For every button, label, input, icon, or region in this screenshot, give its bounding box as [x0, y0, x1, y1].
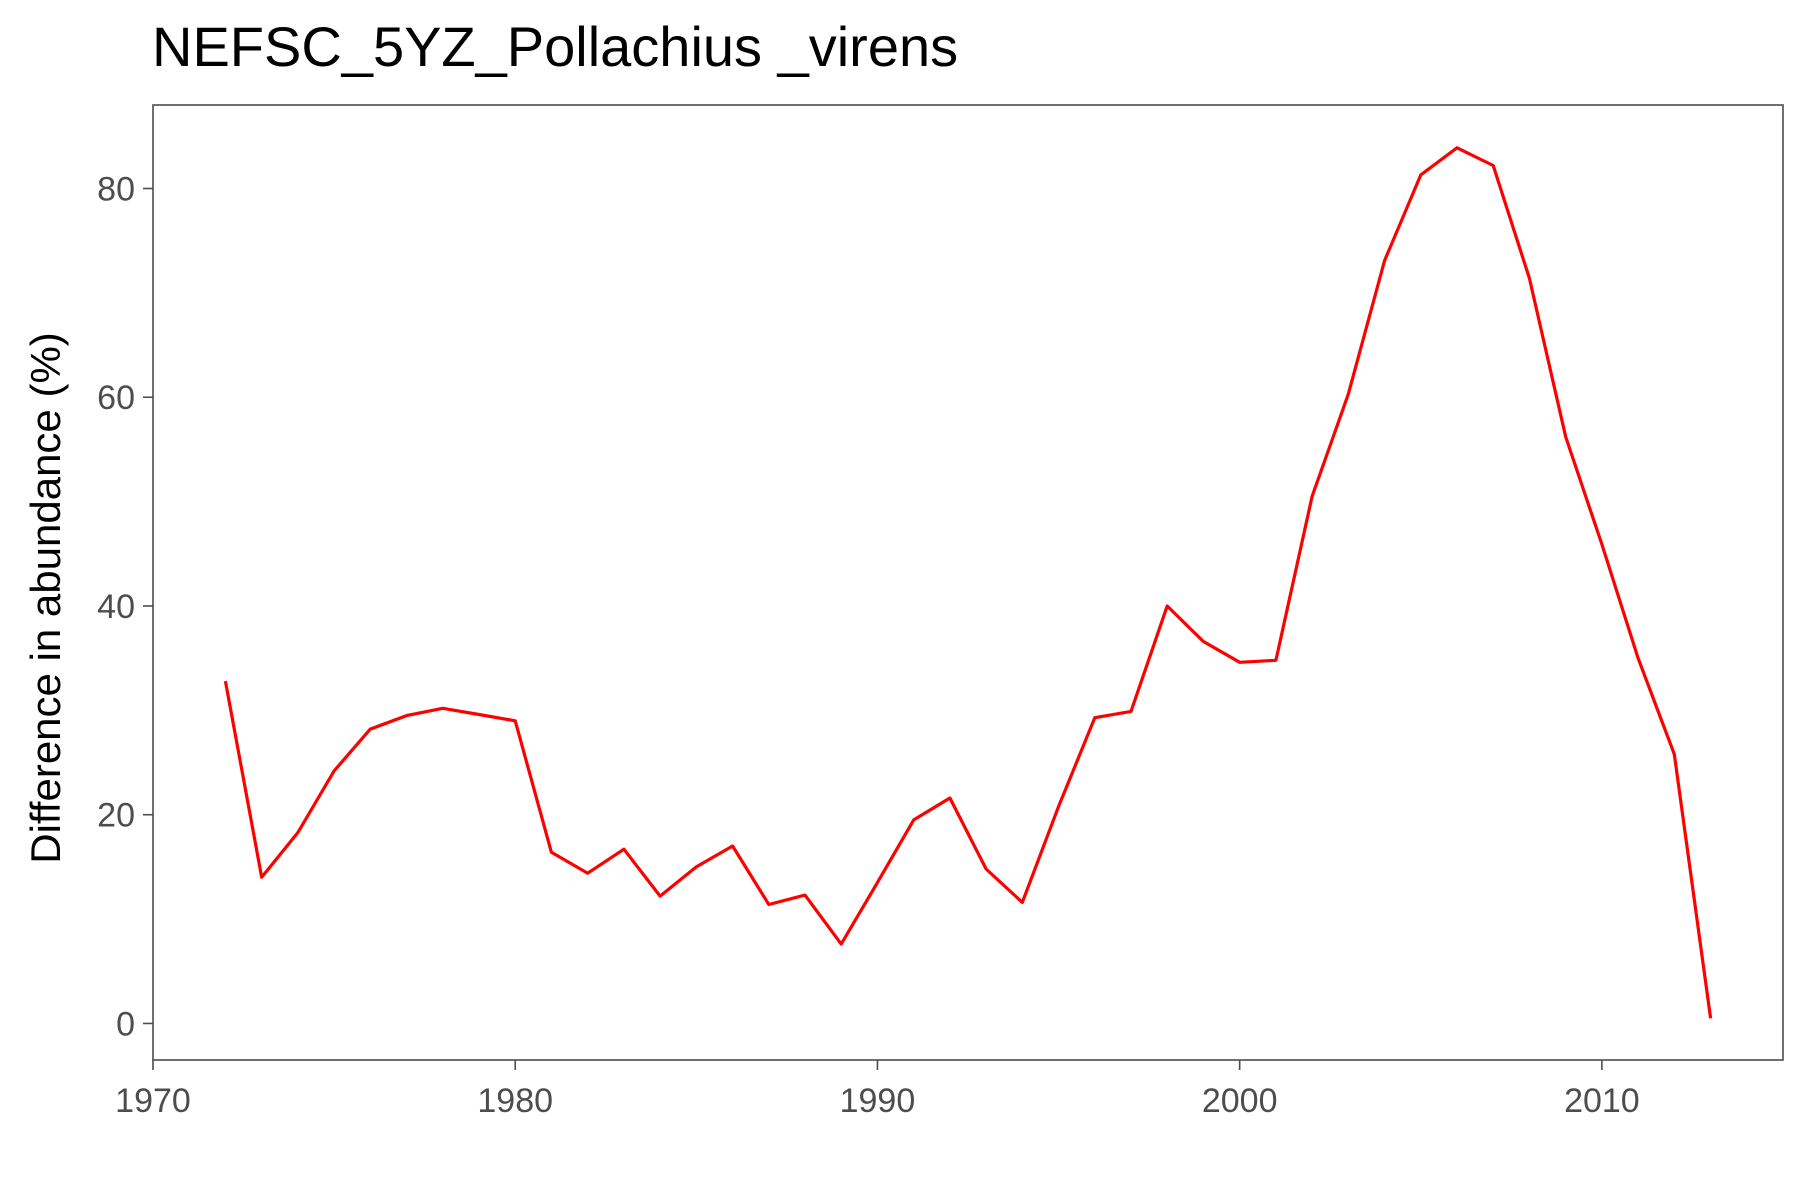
- x-tick-label: 2010: [1564, 1082, 1640, 1120]
- y-tick-label: 80: [97, 170, 135, 208]
- x-axis: 1970 1980 1990 2000 2010: [115, 1060, 1640, 1120]
- series-layer: [223, 146, 1713, 1019]
- y-tick-label: 0: [116, 1005, 135, 1043]
- y-axis: 0 20 40 60 80: [97, 170, 153, 1043]
- y-tick-label: 20: [97, 797, 135, 835]
- chart-title: NEFSC_5YZ_Pollachius _virens: [152, 15, 958, 78]
- y-axis-title: Difference in abundance (%): [22, 332, 69, 864]
- y-tick-label: 60: [97, 379, 135, 417]
- x-tick-label: 1980: [477, 1082, 553, 1120]
- x-tick-label: 2000: [1202, 1082, 1278, 1120]
- x-tick-label: 1990: [840, 1082, 916, 1120]
- series-line: [223, 146, 1713, 1019]
- x-tick-label: 1970: [115, 1082, 191, 1120]
- y-tick-label: 40: [97, 588, 135, 626]
- plot-panel-border: [152, 104, 1784, 1061]
